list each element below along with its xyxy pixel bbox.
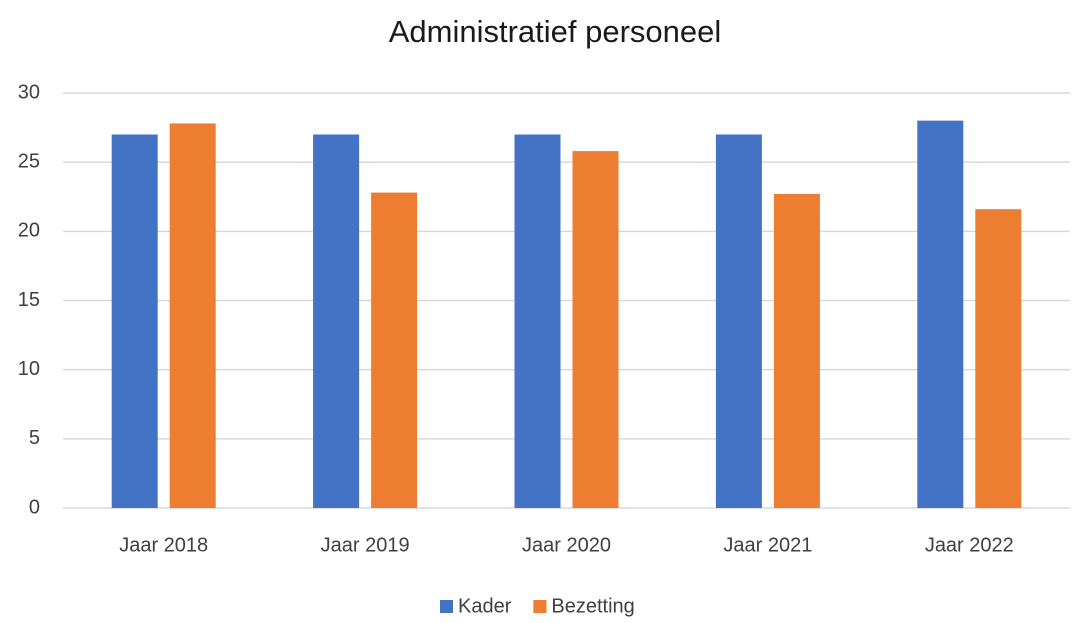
x-tick-label: Jaar 2021	[723, 534, 812, 556]
y-tick-label: 5	[29, 427, 40, 449]
x-tick-label: Jaar 2019	[321, 534, 410, 556]
y-tick-label: 0	[29, 496, 40, 518]
bar	[514, 134, 561, 508]
x-tick-label: Jaar 2020	[522, 534, 611, 556]
y-tick-label: 30	[18, 81, 40, 103]
bar	[975, 209, 1022, 508]
bar	[371, 192, 418, 508]
bar	[715, 134, 762, 508]
y-tick-label: 25	[18, 150, 40, 172]
y-tick-label: 10	[18, 358, 40, 380]
legend-label: Bezetting	[551, 595, 634, 617]
bar	[773, 193, 820, 508]
x-tick-label: Jaar 2022	[925, 534, 1014, 556]
legend-label: Kader	[458, 595, 512, 617]
y-tick-label: 20	[18, 220, 40, 242]
x-tick-label: Jaar 2018	[119, 534, 208, 556]
y-tick-label: 15	[18, 289, 40, 311]
bar	[111, 134, 158, 508]
bar	[572, 151, 619, 508]
legend-swatch	[533, 600, 547, 613]
bar	[917, 120, 964, 509]
chart-title: Administratief personeel	[389, 14, 722, 49]
bar	[313, 134, 360, 508]
bar	[169, 123, 216, 508]
legend-swatch	[440, 600, 453, 613]
